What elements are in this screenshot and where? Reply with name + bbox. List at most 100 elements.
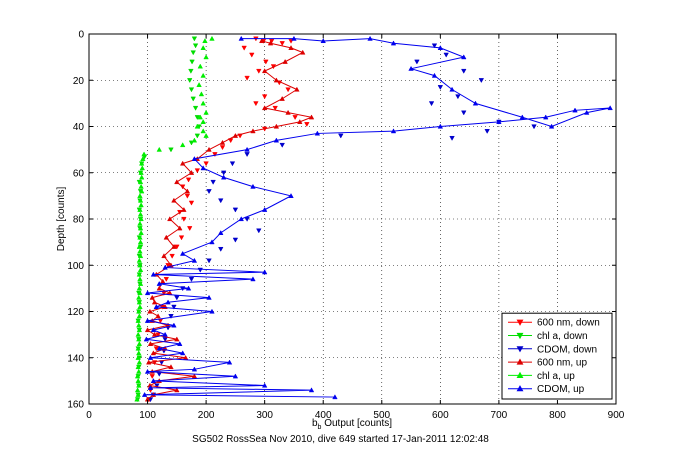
data-point (200, 165, 206, 171)
data-point (162, 331, 168, 337)
data-point (218, 246, 224, 252)
data-point (197, 114, 203, 120)
legend-swatch-marker (516, 346, 524, 353)
legend-swatch-marker (516, 385, 524, 392)
data-point (414, 59, 420, 65)
data-point (285, 87, 291, 93)
data-point (147, 354, 154, 360)
data-point (136, 243, 143, 249)
y-axis-label: Depth [counts] (56, 187, 67, 252)
data-point (138, 183, 144, 189)
data-point (136, 341, 143, 346)
data-point (137, 262, 143, 268)
data-point (250, 276, 256, 282)
data-point (461, 68, 467, 74)
data-point (144, 317, 151, 323)
data-point (137, 239, 144, 245)
data-point (273, 137, 280, 143)
data-point (203, 132, 209, 138)
data-point (292, 115, 298, 121)
data-point (238, 216, 244, 222)
data-point (288, 193, 294, 198)
data-point (188, 277, 195, 282)
data-point (250, 128, 256, 134)
data-point (137, 206, 143, 212)
y-tick-label: 60 (73, 168, 85, 179)
x-tick-label: 200 (198, 410, 215, 421)
data-point (144, 290, 151, 296)
data-point (134, 396, 140, 402)
data-point (137, 179, 144, 185)
data-point (390, 40, 397, 46)
data-point (437, 123, 444, 129)
data-point (184, 188, 191, 194)
y-tick-label: 20 (73, 76, 85, 87)
legend-swatch-marker (516, 371, 524, 378)
data-point (320, 38, 326, 44)
data-point (209, 308, 215, 314)
y-tick-label: 80 (73, 215, 85, 226)
data-point (308, 387, 315, 393)
data-point (220, 174, 227, 180)
data-point (202, 38, 208, 44)
data-point (220, 170, 227, 176)
data-point (174, 295, 180, 301)
data-point (478, 78, 485, 84)
data-point (232, 373, 239, 379)
data-point (174, 179, 180, 185)
data-point (136, 271, 143, 277)
x-tick-label: 0 (86, 410, 92, 421)
data-point (174, 244, 180, 250)
data-point (232, 207, 239, 213)
data-point (177, 341, 183, 346)
data-point (472, 100, 479, 106)
data-point (197, 63, 203, 69)
y-tick-label: 140 (67, 353, 84, 364)
legend-swatch-marker (516, 332, 524, 340)
data-point (543, 114, 549, 120)
data-point (261, 105, 268, 111)
legend-swatch-marker (516, 319, 524, 326)
figure-caption: SG502 RossSea Nov 2010, dive 649 started… (192, 434, 489, 445)
data-point (138, 216, 144, 222)
x-tick-label: 100 (139, 410, 156, 421)
data-point (136, 294, 142, 300)
data-point (263, 59, 269, 65)
data-point (253, 101, 259, 107)
legend-box (501, 312, 613, 400)
data-point (134, 387, 141, 393)
data-point (169, 253, 175, 259)
data-point (291, 35, 297, 41)
data-point (194, 168, 201, 174)
data-point (256, 68, 262, 74)
data-point (229, 161, 236, 167)
series-layer (134, 35, 613, 403)
data-point (135, 345, 141, 351)
data-point (179, 142, 186, 148)
data-point (135, 364, 141, 370)
data-point (191, 257, 198, 263)
grid (89, 34, 616, 404)
data-point (583, 109, 590, 115)
data-point (261, 94, 268, 100)
data-point (232, 132, 239, 138)
data-point (210, 179, 216, 185)
data-point (153, 346, 160, 352)
data-point (431, 72, 438, 78)
data-point (137, 248, 143, 254)
data-point (188, 68, 194, 74)
data-point (531, 124, 537, 130)
data-point (171, 243, 177, 249)
data-point (200, 119, 206, 124)
data-point (338, 133, 344, 139)
data-point (136, 350, 142, 356)
data-point (156, 146, 162, 152)
data-point (256, 228, 262, 234)
y-tick-label: 40 (73, 122, 85, 133)
x-tick-label: 900 (608, 410, 625, 421)
data-point (428, 101, 435, 107)
data-point (188, 169, 195, 175)
data-point (203, 54, 209, 60)
